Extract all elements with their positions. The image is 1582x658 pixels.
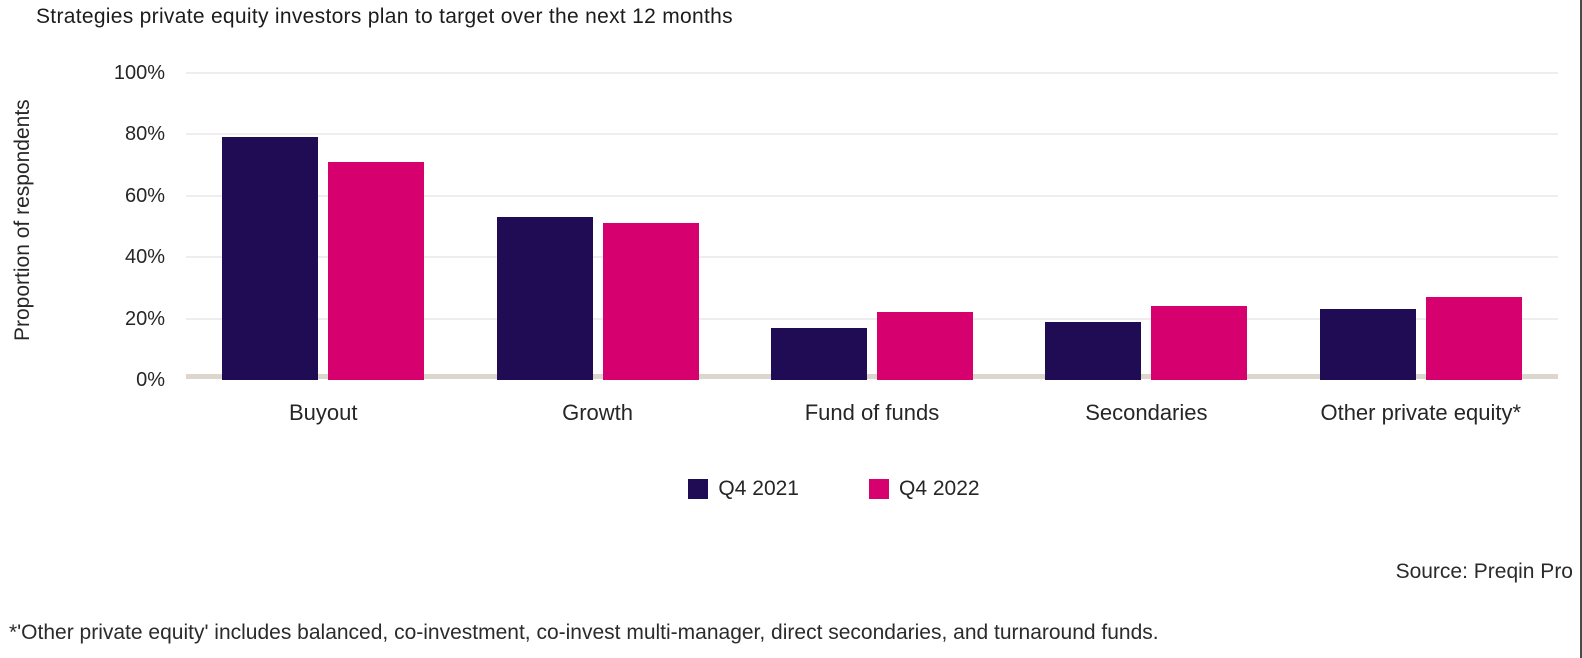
legend-item-q4-2021: Q4 2021 xyxy=(688,477,799,501)
bar-q4-2022-3 xyxy=(1151,306,1248,380)
x-axis-baseline xyxy=(186,374,1558,379)
bar-q4-2022-2 xyxy=(876,312,973,380)
y-tick-label-100: 100% xyxy=(113,62,165,84)
page-right-border xyxy=(1580,0,1582,658)
bar-q4-2022-0 xyxy=(328,162,425,380)
gridline-60 xyxy=(186,194,1558,197)
legend-swatch-icon xyxy=(688,479,709,499)
category-label-1: Growth xyxy=(562,400,634,425)
bar-q4-2021-1 xyxy=(496,217,593,380)
legend-label: Q4 2022 xyxy=(899,477,980,500)
legend-items: Q4 2021 Q4 2022 xyxy=(688,477,980,501)
legend: Q4 2021 Q4 2022 xyxy=(0,477,1582,501)
bar-group-1 xyxy=(496,73,699,380)
bar-q4-2021-3 xyxy=(1045,322,1142,380)
y-axis-tick-labels: 100% 80% 60% 40% 20% 0% xyxy=(0,62,165,391)
category-label-2: Fund of funds xyxy=(804,400,940,425)
y-tick-label-60: 60% xyxy=(124,184,165,207)
gridline-80 xyxy=(186,133,1558,136)
legend-swatch-icon xyxy=(869,479,889,499)
plot-area xyxy=(186,72,1558,380)
bar-q4-2022-1 xyxy=(602,223,699,380)
legend-item-q4-2022: Q4 2022 xyxy=(869,477,980,501)
y-tick-label-80: 80% xyxy=(124,123,165,146)
bar-q4-2021-0 xyxy=(222,137,319,380)
bar-groups xyxy=(186,73,1558,380)
gridline-20 xyxy=(186,317,1558,320)
y-tick-label-40: 40% xyxy=(124,246,165,269)
footnote: *'Other private equity' includes balance… xyxy=(9,621,1159,644)
gridline-40 xyxy=(186,256,1558,259)
bar-group-4 xyxy=(1319,73,1522,380)
legend-label: Q4 2021 xyxy=(718,477,799,500)
bar-q4-2021-2 xyxy=(770,328,867,380)
category-label-3: Secondaries xyxy=(1085,400,1208,425)
chart-title: Strategies private equity investors plan… xyxy=(36,5,733,28)
bar-q4-2021-4 xyxy=(1319,309,1416,380)
category-label-4: Other private equity* xyxy=(1320,400,1522,425)
x-axis-category-labels: Buyout Growth Fund of funds Secondaries Othe… xyxy=(186,400,1558,426)
source-note: Source: Preqin Pro xyxy=(1395,560,1573,583)
y-tick-label-0: 0% xyxy=(136,369,165,391)
bar-group-3 xyxy=(1045,73,1248,380)
category-label-0: Buyout xyxy=(288,400,358,425)
gridline-100 xyxy=(186,72,1558,74)
y-tick-label-20: 20% xyxy=(124,307,165,330)
bar-q4-2022-4 xyxy=(1425,297,1522,380)
bar-group-2 xyxy=(770,73,973,380)
bar-group-0 xyxy=(222,73,425,380)
